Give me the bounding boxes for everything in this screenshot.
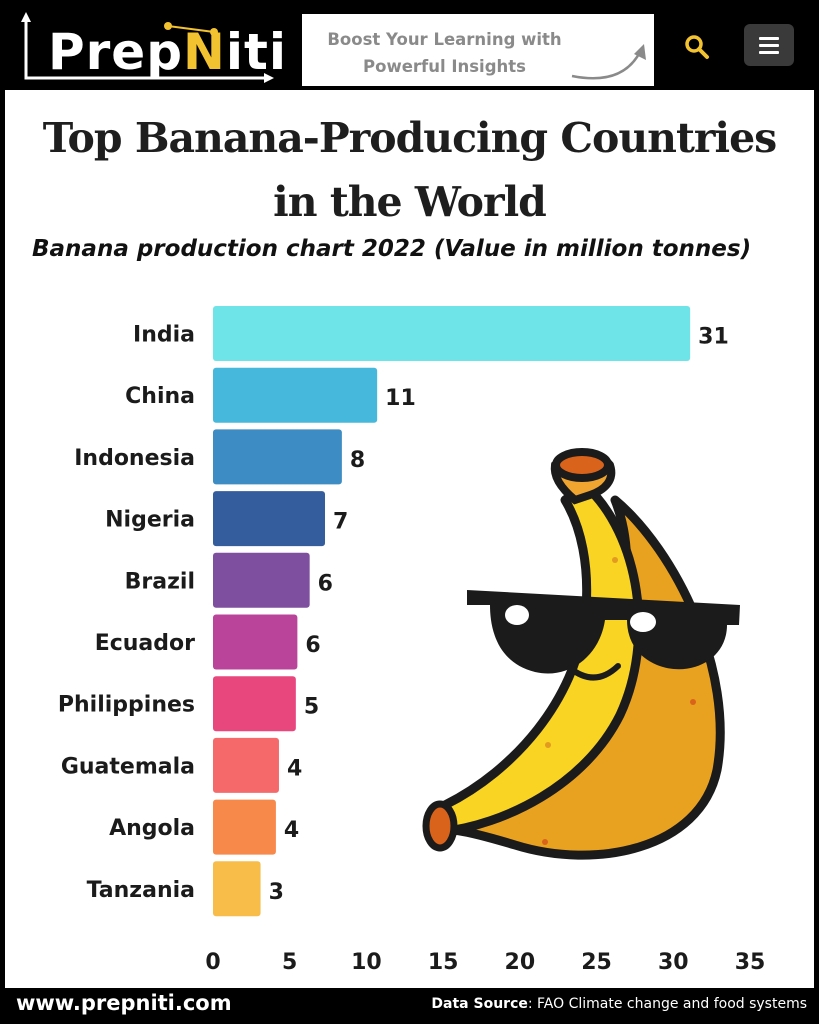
top-bar: PrepNiti Boost Your Learning with Powerf…: [0, 0, 819, 90]
data-label: 3: [269, 880, 284, 905]
tagline-banner: Boost Your Learning with Powerful Insigh…: [302, 14, 654, 86]
x-tick-label: 30: [658, 950, 689, 970]
category-label: Brazil: [125, 569, 195, 594]
category-label: Indonesia: [74, 446, 195, 471]
data-source-label: Data Source: [431, 996, 528, 1012]
x-tick-label: 15: [428, 950, 459, 970]
category-label: Nigeria: [105, 508, 195, 533]
menu-button[interactable]: [744, 24, 794, 66]
bar-angola: [213, 799, 276, 855]
curved-arrow-icon: [571, 44, 646, 80]
data-label: 4: [287, 756, 302, 781]
data-label: 4: [284, 818, 299, 843]
bar-brazil: [213, 552, 310, 608]
hamburger-menu-icon: [759, 37, 779, 40]
search-button[interactable]: [682, 32, 712, 62]
data-label: 6: [318, 571, 333, 596]
website-link[interactable]: www.prepniti.com: [16, 991, 232, 1015]
category-label: China: [125, 384, 195, 409]
chart-title-line-1: Top Banana-Producing Countries: [42, 114, 778, 162]
bar-india: [213, 306, 691, 361]
category-label: Angola: [109, 816, 195, 841]
category-label: India: [133, 323, 195, 348]
data-label: 5: [304, 695, 319, 720]
prepniti-logo[interactable]: PrepNiti: [18, 10, 286, 86]
category-label: Guatemala: [61, 754, 195, 779]
tagline-line-1: Boost Your Learning with: [327, 30, 562, 49]
bar-china: [213, 367, 378, 423]
chart-subtitle: Banana production chart 2022 (Value in m…: [32, 236, 752, 262]
bar-guatemala: [213, 737, 279, 793]
category-label: Ecuador: [95, 631, 195, 656]
tagline: Boost Your Learning with Powerful Insigh…: [302, 26, 587, 80]
bar-ecuador: [213, 614, 298, 670]
bar-chart: India 31 China 11 Indonesia 8 Nigeria 7 Brazil 6 E…: [58, 306, 766, 970]
bar-philippines: [213, 676, 296, 732]
search-icon: [685, 35, 709, 59]
chart-title: Top Banana-Producing Countries in the Wo…: [0, 106, 819, 234]
data-label: 6: [305, 633, 320, 658]
data-label: 8: [350, 448, 365, 473]
x-tick-label: 25: [581, 950, 612, 970]
hamburger-menu-icon: [759, 44, 779, 47]
category-label: Philippines: [58, 693, 195, 718]
data-label: 7: [333, 510, 348, 535]
bar-tanzania: [213, 861, 261, 917]
data-source-note: Data Source: FAO Climate change and food…: [431, 996, 807, 1012]
data-label: 11: [385, 386, 416, 411]
logo-arrow-icon: [21, 12, 274, 83]
chart-title-line-2: in the World: [273, 178, 547, 226]
logo-text: PrepNiti: [48, 23, 288, 81]
content-panel: [5, 90, 814, 988]
data-source-text: : FAO Climate change and food systems: [527, 996, 807, 1012]
tagline-line-2: Powerful Insights: [363, 57, 526, 76]
x-tick-label: 20: [505, 950, 536, 970]
bar-indonesia: [213, 429, 342, 485]
hamburger-menu-icon: [759, 51, 779, 54]
category-label: Tanzania: [87, 878, 195, 903]
data-label: 31: [698, 325, 729, 350]
x-tick-label: 35: [735, 950, 766, 970]
x-tick-label: 10: [351, 950, 382, 970]
x-tick-label: 5: [282, 950, 297, 970]
x-tick-label: 0: [205, 950, 220, 970]
bar-nigeria: [213, 491, 326, 547]
banana-mascot-illustration: [422, 448, 740, 860]
